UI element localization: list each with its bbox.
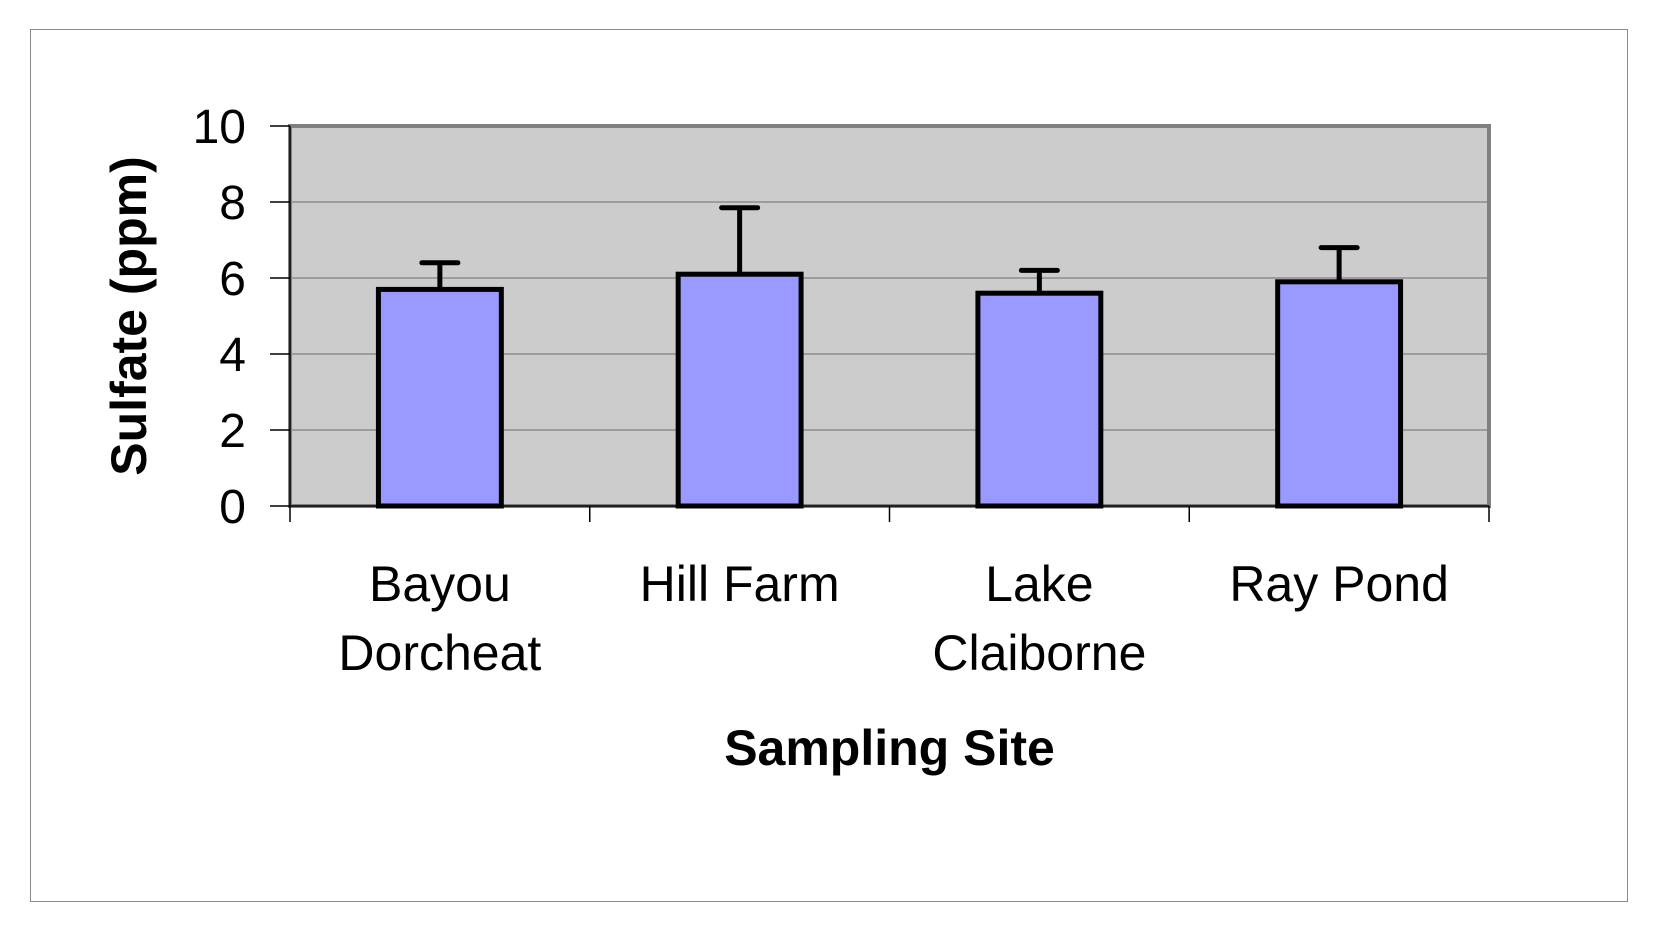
bar: [675, 271, 804, 509]
y-tick-label: 2: [219, 405, 246, 458]
y-tick-label: 10: [193, 101, 246, 154]
labels: 0 2 4 6 8 10 Bayou Dorcheat Hill Farm Lake Claibor…: [193, 101, 1449, 681]
x-axis-title: Sampling Site: [724, 720, 1055, 776]
x-category-label-line: Claiborne: [932, 625, 1146, 681]
y-tick-label: 4: [219, 329, 246, 382]
x-category-label-line: Ray Pond: [1229, 556, 1449, 612]
y-axis-title: Sulfate (ppm): [101, 156, 157, 475]
bars: [375, 205, 1404, 509]
x-category-label: Ray Pond: [1229, 556, 1449, 612]
y-tick-label: 8: [219, 177, 246, 230]
x-category-label-line: Hill Farm: [640, 556, 840, 612]
axes: [270, 125, 1490, 522]
y-tick-label: 6: [219, 253, 246, 306]
bar: [975, 290, 1104, 509]
bar: [1275, 279, 1404, 509]
x-category-label: Bayou Dorcheat: [338, 556, 541, 681]
bar: [375, 286, 504, 509]
x-category-label: Lake Claiborne: [932, 556, 1146, 681]
x-category-label: Hill Farm: [640, 556, 840, 612]
y-tick-label: 0: [219, 481, 246, 534]
x-category-label-line: Dorcheat: [338, 625, 541, 681]
x-category-label-line: Lake: [985, 556, 1093, 612]
x-category-label-line: Bayou: [369, 556, 511, 612]
